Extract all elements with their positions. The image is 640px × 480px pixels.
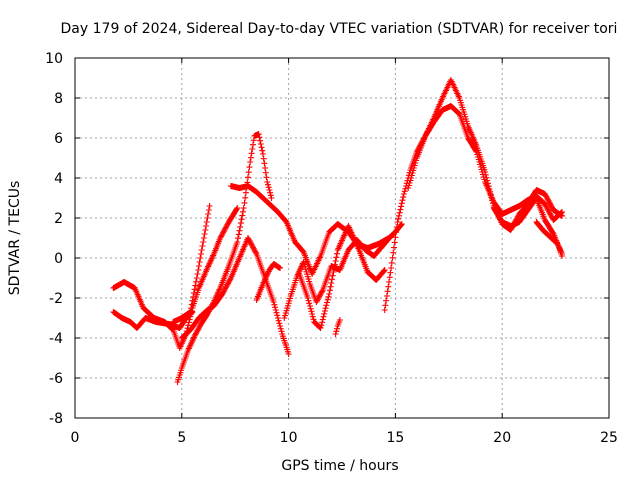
- satellite-track-2-markers: [110, 309, 196, 331]
- y-tick-label: -8: [49, 411, 63, 427]
- satellite-track-12: [405, 103, 565, 223]
- satellite-track-14-markers: [533, 219, 565, 259]
- x-tick-label: 25: [600, 430, 618, 446]
- satellite-track-4: [170, 203, 213, 325]
- y-tick-label: -4: [49, 331, 63, 347]
- y-tick-label: -2: [49, 291, 63, 307]
- y-tick-label: 10: [45, 51, 63, 67]
- satellite-track-9: [296, 223, 388, 331]
- x-axis-label: GPS time / hours: [281, 458, 398, 474]
- x-tick-label: 20: [493, 430, 511, 446]
- x-tick-label: 15: [386, 430, 404, 446]
- y-tick-label: 6: [54, 131, 63, 147]
- y-tick-label: 2: [54, 211, 63, 227]
- axis-ticks: 0 5 10 15 20 25 -8 -6 -4 -2 0 2 4 6 8 10: [45, 51, 618, 446]
- plot-frame: [74, 57, 610, 419]
- y-axis-label: SDTVAR / TECUs: [7, 181, 23, 296]
- y-tick-label: 0: [54, 251, 63, 267]
- satellite-track-13-markers: [490, 195, 565, 257]
- satellite-track-13: [490, 195, 565, 257]
- satellite-track-7-markers: [253, 261, 284, 303]
- y-tick-label: 4: [54, 171, 63, 187]
- data-marks: [110, 77, 565, 385]
- y-tick-label: 8: [54, 91, 63, 107]
- chart-title: Day 179 of 2024, Sidereal Day-to-day VTE…: [61, 21, 618, 37]
- satellite-track-14: [533, 219, 565, 259]
- x-tick-label: 10: [280, 430, 298, 446]
- satellite-track-7: [253, 261, 284, 303]
- y-tick-label: -6: [49, 371, 63, 387]
- satellite-track-9-markers: [296, 223, 388, 331]
- x-tick-label: 5: [177, 430, 186, 446]
- satellite-track-10-markers: [332, 317, 343, 337]
- satellite-track-12-markers: [405, 103, 565, 223]
- satellite-track-4-markers: [170, 203, 213, 325]
- satellite-track-2: [110, 309, 196, 331]
- satellite-track-10: [332, 317, 343, 337]
- x-tick-label: 0: [71, 430, 80, 446]
